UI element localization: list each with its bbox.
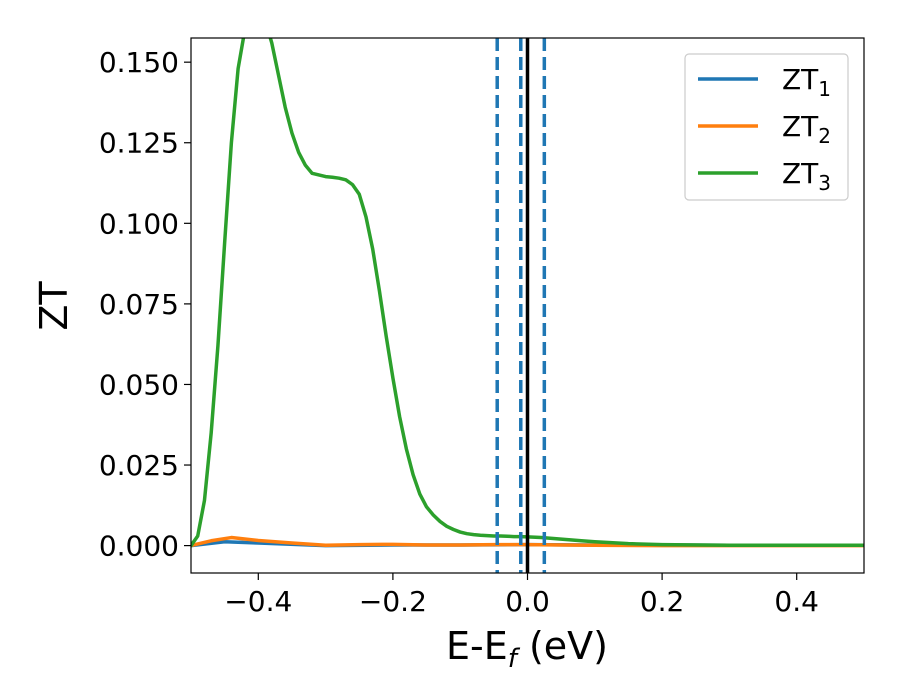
x-tick-label: −0.4	[224, 585, 292, 618]
x-axis-title: E-Ef (eV)	[446, 624, 608, 674]
legend-label-2: ZT2	[782, 110, 831, 148]
y-tick-label: 0.100	[99, 207, 179, 240]
x-tick-label: 0.0	[505, 585, 550, 618]
y-axis: 0.000 0.025 0.050 0.075 0.100 0.125 0.150	[99, 46, 191, 563]
legend-label-3: ZT3	[782, 157, 831, 195]
y-tick-label: 0.000	[99, 530, 179, 563]
x-axis: −0.4 −0.2 0.0 0.2 0.4	[224, 573, 819, 618]
plot-content	[191, 38, 864, 573]
legend: ZT1 ZT2 ZT3	[684, 53, 849, 201]
y-tick-label: 0.125	[99, 127, 179, 160]
y-tick-label: 0.025	[99, 449, 179, 482]
x-tick-label: −0.2	[359, 585, 427, 618]
x-tick-label: 0.2	[640, 585, 685, 618]
x-tick-label: 0.4	[774, 585, 819, 618]
legend-label-1: ZT1	[782, 63, 831, 101]
legend-box	[684, 53, 849, 201]
y-tick-label: 0.075	[99, 288, 179, 321]
y-axis-title: ZT	[32, 281, 76, 331]
y-tick-label: 0.050	[99, 368, 179, 401]
y-tick-label: 0.150	[99, 46, 179, 79]
